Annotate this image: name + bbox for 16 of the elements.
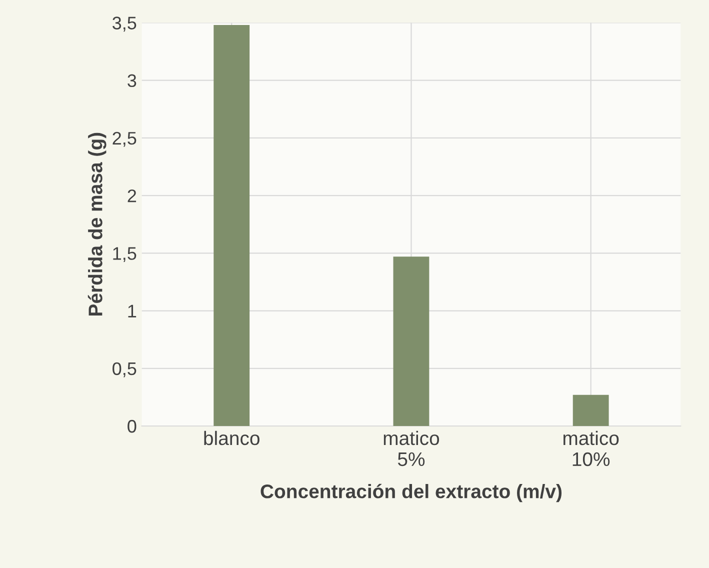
x-tick-label: matico 5% [384,430,440,466]
y-tick-label: 1 [128,304,136,318]
x-tick-label: blanco [204,430,260,446]
y-tick-label: 0 [128,420,136,433]
y-tick-label: 2 [128,189,136,202]
x-axis-title: Concentración del extracto (m/v) [260,484,562,502]
y-tick-label: 1,5 [113,247,136,262]
bar [393,256,430,426]
y-tick-label: 0,5 [112,362,136,378]
x-tick-label: matico 10% [563,430,619,466]
bar [214,25,250,426]
bar [572,394,609,426]
y-tick-label: 2,5 [112,132,136,147]
y-tick-label: 3,5 [112,16,136,32]
y-tick-label: 3 [128,74,136,88]
y-axis-title: Pérdida de masa (g) [88,132,106,316]
